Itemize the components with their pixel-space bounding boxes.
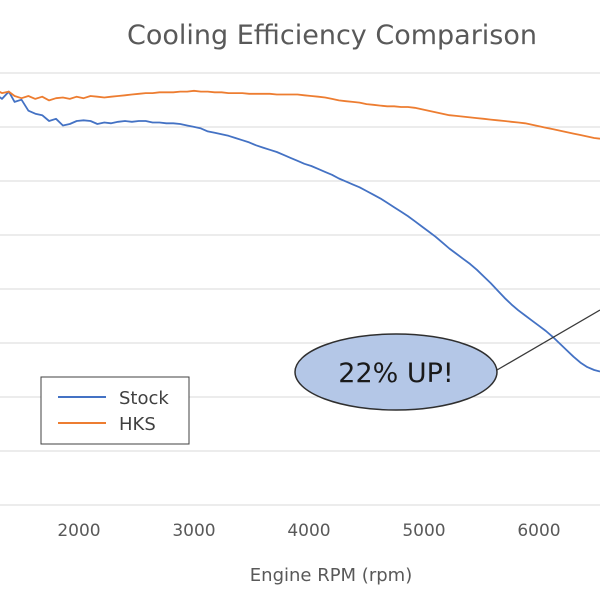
x-tick-label: 4000 <box>287 521 330 541</box>
series-lines <box>0 89 600 373</box>
x-tick-label: 2000 <box>57 521 100 541</box>
x-axis-ticks: 2000 3000 4000 5000 6000 <box>57 521 560 541</box>
callout-leader-line <box>496 309 600 371</box>
legend-label-hks: HKS <box>119 414 156 435</box>
chart-title: Cooling Efficiency Comparison <box>127 20 537 51</box>
callout-text: 22% UP! <box>338 358 453 389</box>
series-line-stock <box>0 90 600 373</box>
x-axis-title: Engine RPM (rpm) <box>250 565 412 586</box>
x-tick-label: 6000 <box>517 521 560 541</box>
legend: Stock HKS <box>40 376 190 445</box>
x-tick-label: 5000 <box>402 521 445 541</box>
annotation-callout: 22% UP! <box>294 309 600 411</box>
callout-bubble <box>294 333 498 411</box>
series-line-hks <box>0 89 600 140</box>
x-tick-label: 3000 <box>172 521 215 541</box>
legend-box <box>40 376 190 445</box>
legend-label-stock: Stock <box>119 388 169 409</box>
